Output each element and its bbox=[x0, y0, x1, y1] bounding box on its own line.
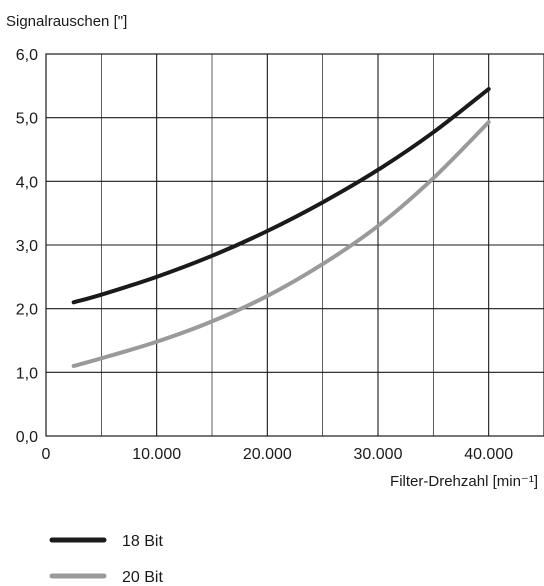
legend-label: 18 Bit bbox=[122, 533, 163, 550]
series-lines bbox=[71, 87, 491, 368]
y-tick-label: 0,0 bbox=[16, 429, 38, 446]
series-line-20-bit bbox=[71, 120, 491, 368]
series-line-18-bit bbox=[71, 87, 491, 305]
x-tick-label: 20.000 bbox=[243, 446, 292, 463]
y-tick-label: 4,0 bbox=[16, 174, 38, 191]
y-tick-label: 3,0 bbox=[16, 238, 38, 255]
legend: 18 Bit 20 Bit bbox=[49, 533, 163, 586]
plot-frame bbox=[45, 53, 544, 437]
y-tick-label: 5,0 bbox=[16, 111, 38, 128]
x-tick-label: 30.000 bbox=[354, 446, 403, 463]
x-tick-label: 10.000 bbox=[132, 446, 181, 463]
grid bbox=[46, 54, 544, 436]
x-tick-labels: 0 10.000 20.000 30.000 40.000 bbox=[42, 446, 514, 463]
y-tick-label: 2,0 bbox=[16, 302, 38, 319]
y-axis-label: Signalrauschen ["] bbox=[6, 13, 127, 30]
y-tick-label: 6,0 bbox=[16, 47, 38, 64]
x-tick-label: 40.000 bbox=[464, 446, 513, 463]
y-tick-labels: 0,0 1,0 2,0 3,0 4,0 5,0 6,0 bbox=[16, 47, 38, 446]
x-tick-label: 0 bbox=[42, 446, 51, 463]
x-axis-label: Filter-Drehzahl [min⁻¹] bbox=[390, 473, 538, 490]
legend-label: 20 Bit bbox=[122, 569, 163, 586]
y-tick-label: 1,0 bbox=[16, 365, 38, 382]
